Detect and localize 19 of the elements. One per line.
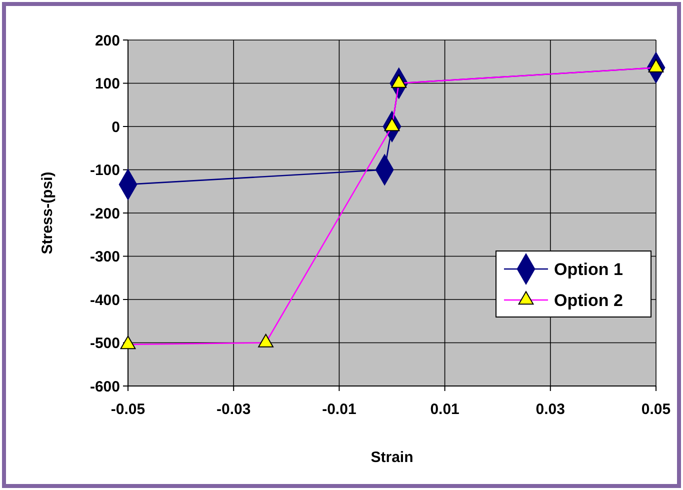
y-tick-label: -200 bbox=[90, 205, 120, 222]
x-tick-label: 0.01 bbox=[430, 401, 460, 418]
legend-label: Option 2 bbox=[554, 290, 623, 310]
y-tick-label: 200 bbox=[94, 32, 120, 50]
y-axis-title: Stress-(psi) bbox=[39, 172, 56, 254]
x-tick-label: 0.03 bbox=[536, 401, 565, 418]
y-tick-label: -100 bbox=[90, 162, 120, 179]
y-tick-label: 100 bbox=[94, 76, 120, 92]
y-tick-label: -600 bbox=[90, 378, 120, 396]
y-tick-label: -400 bbox=[90, 292, 120, 309]
x-axis-title: Strain bbox=[370, 449, 414, 466]
y-tick-label: 0 bbox=[112, 118, 120, 136]
y-tick-label: -300 bbox=[90, 248, 120, 266]
y-tick-label: -500 bbox=[90, 335, 120, 352]
legend-label: Option 1 bbox=[554, 260, 623, 279]
x-tick-label: -0.01 bbox=[322, 401, 356, 418]
x-tick-label: 0.05 bbox=[641, 401, 671, 418]
x-tick-label: -0.03 bbox=[216, 401, 251, 418]
x-tick-label: -0.05 bbox=[110, 401, 146, 418]
